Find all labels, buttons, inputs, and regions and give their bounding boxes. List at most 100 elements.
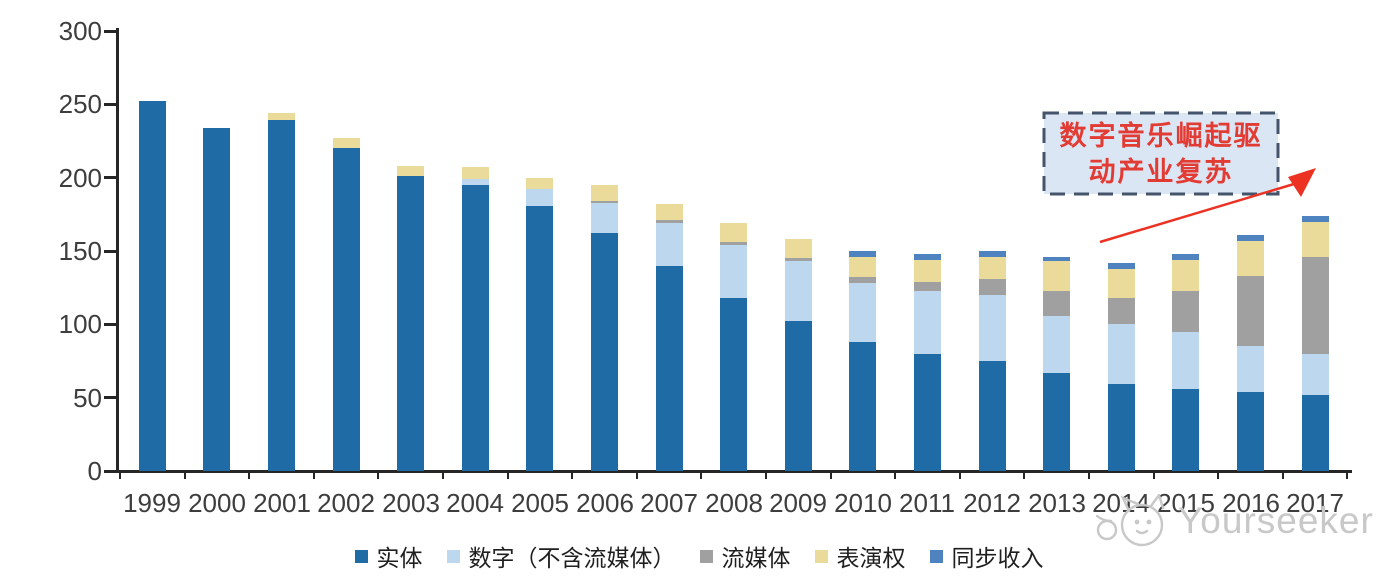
bar-segment xyxy=(268,120,295,471)
bar-segment xyxy=(526,189,553,206)
bar-segment xyxy=(849,251,876,257)
x-axis-tick xyxy=(1282,471,1284,479)
x-axis-tick xyxy=(571,471,573,479)
bar-segment xyxy=(1172,259,1199,291)
bar-segment xyxy=(914,281,941,291)
bar-segment xyxy=(1302,256,1329,354)
bar-segment xyxy=(979,295,1006,361)
x-axis-label: 2010 xyxy=(834,488,892,518)
bar-segment xyxy=(785,239,812,259)
bar-segment xyxy=(1302,215,1329,222)
bar-segment xyxy=(526,177,553,190)
bar-segment xyxy=(1302,221,1329,257)
bar-segment xyxy=(139,101,166,471)
x-axis-tick xyxy=(442,471,444,479)
y-axis-tick xyxy=(104,396,117,400)
bar-segment xyxy=(1237,240,1264,276)
bar-segment xyxy=(397,165,424,177)
x-axis-label: 2001 xyxy=(253,488,311,518)
x-axis-tick xyxy=(700,471,702,479)
bar-segment xyxy=(979,251,1006,257)
x-axis-label: 2014 xyxy=(1092,488,1150,518)
bar-segment xyxy=(1108,384,1135,471)
bar-segment xyxy=(462,185,489,471)
y-axis-tick xyxy=(104,322,117,326)
x-axis-tick xyxy=(636,471,638,479)
bar-segment xyxy=(333,138,360,149)
x-axis-tick xyxy=(119,471,121,479)
x-axis-tick xyxy=(248,471,250,479)
annotation-callout: 数字音乐崛起驱 动产业复苏 xyxy=(1044,113,1278,194)
x-axis-tick xyxy=(830,471,832,479)
x-axis-label: 2013 xyxy=(1028,488,1086,518)
bar-segment xyxy=(656,220,683,224)
bar-segment xyxy=(462,179,489,185)
bar-segment xyxy=(333,148,360,471)
x-axis-label: 2003 xyxy=(382,488,440,518)
y-axis-tick-label: 50 xyxy=(73,382,102,413)
y-axis-tick-label: 300 xyxy=(58,16,102,46)
x-axis-tick xyxy=(959,471,961,479)
bar-segment xyxy=(268,113,295,121)
bar-segment xyxy=(785,321,812,471)
bar-segment xyxy=(1172,290,1199,332)
x-axis-label: 2012 xyxy=(963,488,1021,518)
y-axis-tick-label: 150 xyxy=(58,236,102,266)
x-axis-tick xyxy=(894,471,896,479)
legend-item: 表演权 xyxy=(814,539,906,573)
y-axis-tick-label: 200 xyxy=(58,162,102,193)
x-axis-label: 2000 xyxy=(188,488,246,518)
annotation-text-line1: 数字音乐崛起驱 xyxy=(1059,120,1263,151)
x-axis-label: 2015 xyxy=(1157,488,1215,518)
bar-segment xyxy=(979,256,1006,279)
bar-segment xyxy=(979,361,1006,471)
bar-segment xyxy=(526,205,553,471)
watermark-text: Yourseeker xyxy=(1178,500,1374,541)
legend-label: 实体 xyxy=(376,545,423,571)
y-axis-line xyxy=(116,28,119,473)
bar-segment xyxy=(720,297,747,471)
x-axis-label: 2005 xyxy=(511,488,569,518)
chart-legend: 实体 数字（不含流媒体） 流媒体 表演权 同步收入 xyxy=(0,539,1398,573)
bar-segment xyxy=(1043,372,1070,471)
annotation-arrow-head xyxy=(1288,168,1316,197)
yourseeker-cat-icon xyxy=(1095,494,1165,547)
legend-swatch xyxy=(354,549,368,563)
x-axis-label: 2011 xyxy=(899,488,955,518)
legend-swatch xyxy=(929,549,943,563)
legend-label: 流媒体 xyxy=(721,545,791,571)
y-axis-tick xyxy=(104,176,117,180)
bar-segment xyxy=(591,233,618,471)
bar-segment xyxy=(1108,324,1135,385)
y-axis-tick xyxy=(104,29,117,33)
legend-item: 数字（不含流媒体） xyxy=(446,539,676,573)
bar-segment xyxy=(656,265,683,471)
bar-segment xyxy=(1043,290,1070,316)
bar-segment xyxy=(656,223,683,266)
x-axis-label: 2009 xyxy=(769,488,827,518)
bar-segment xyxy=(1108,262,1135,269)
bar-segment xyxy=(591,185,618,202)
bar-segment xyxy=(397,176,424,471)
bar-segment xyxy=(1108,268,1135,298)
x-axis-tick xyxy=(377,471,379,479)
y-axis-tick xyxy=(104,102,117,106)
legend-item: 流媒体 xyxy=(699,539,791,573)
bar-segment xyxy=(914,290,941,354)
bar-segment xyxy=(1172,388,1199,471)
x-axis-tick xyxy=(184,471,186,479)
x-axis-label: 2016 xyxy=(1222,488,1280,518)
y-axis-tick xyxy=(104,469,117,473)
x-axis-label: 2008 xyxy=(705,488,763,518)
x-axis-label: 2002 xyxy=(317,488,375,518)
y-axis-tick-label: 0 xyxy=(87,456,102,486)
bar-segment xyxy=(1043,256,1070,262)
x-axis-label: 2017 xyxy=(1286,488,1344,518)
bar-segment xyxy=(720,245,747,298)
legend-label: 同步收入 xyxy=(951,545,1044,571)
x-axis-label: 2006 xyxy=(576,488,634,518)
y-axis-tick xyxy=(104,249,117,253)
watermark: Yourseeker xyxy=(1092,494,1374,550)
bar-segment xyxy=(1237,391,1264,471)
